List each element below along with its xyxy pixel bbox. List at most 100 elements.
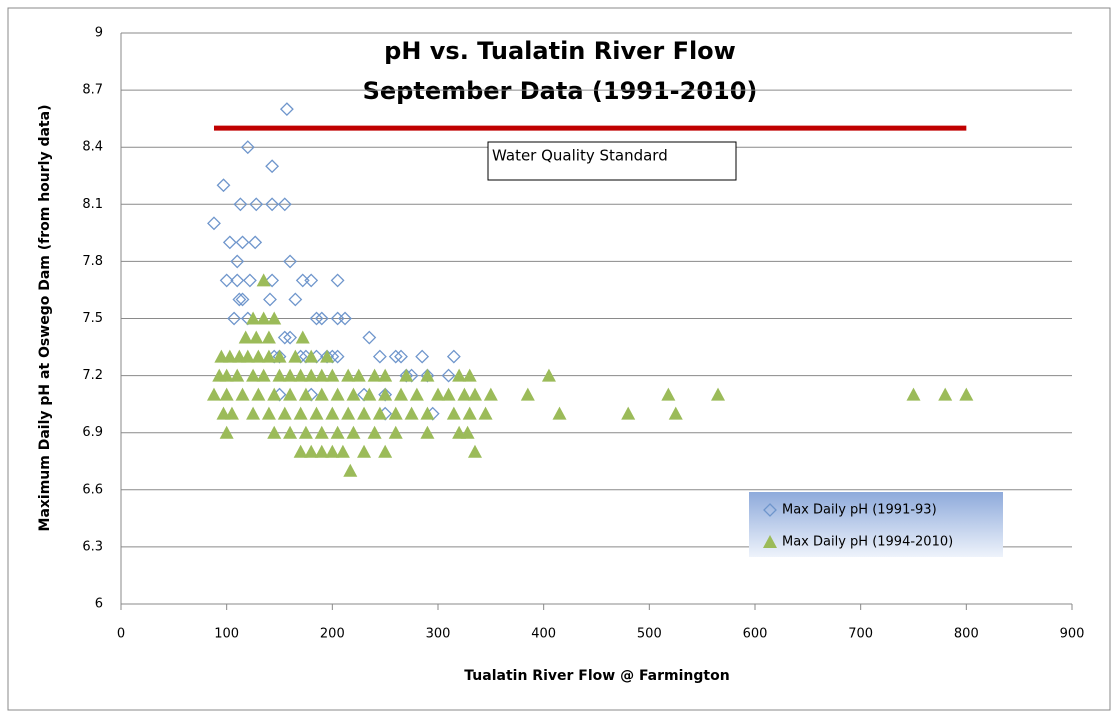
- point: [314, 368, 329, 382]
- point: [330, 273, 345, 288]
- point: [462, 368, 477, 382]
- point: [251, 349, 266, 363]
- point: [235, 235, 250, 250]
- point: [283, 368, 298, 382]
- point: [295, 330, 310, 344]
- point: [394, 387, 409, 401]
- point: [279, 102, 294, 117]
- point: [206, 387, 221, 401]
- point: [283, 425, 298, 439]
- legend-marker: [763, 503, 777, 517]
- point: [441, 387, 456, 401]
- point: [325, 368, 340, 382]
- point: [420, 425, 435, 439]
- legend-label: Max Daily pH (1991-93): [782, 503, 937, 518]
- point: [343, 463, 358, 477]
- point: [938, 387, 953, 401]
- y-tick-label: 6: [95, 597, 103, 612]
- point: [372, 406, 387, 420]
- point: [388, 406, 403, 420]
- point: [378, 387, 393, 401]
- point: [263, 292, 277, 307]
- point: [288, 292, 303, 307]
- point: [277, 197, 292, 212]
- point: [293, 444, 308, 458]
- point: [357, 406, 372, 420]
- point: [265, 197, 280, 212]
- x-tick-label: 800: [954, 627, 979, 642]
- point: [230, 254, 245, 269]
- point: [309, 311, 324, 326]
- point: [304, 273, 319, 288]
- point: [460, 425, 475, 439]
- point: [277, 406, 292, 420]
- legend: [749, 492, 1003, 557]
- point: [906, 387, 921, 401]
- point: [235, 387, 250, 401]
- point: [265, 159, 280, 174]
- point: [441, 368, 456, 383]
- point: [314, 444, 329, 458]
- x-tick-label: 400: [531, 627, 556, 642]
- point: [249, 197, 264, 212]
- y-tick-label: 6.9: [82, 425, 103, 440]
- point: [415, 349, 430, 364]
- y-tick-label: 7.8: [82, 254, 103, 269]
- point: [314, 387, 329, 401]
- point: [249, 330, 264, 344]
- point: [661, 387, 676, 401]
- x-tick-label: 700: [848, 627, 873, 642]
- point: [283, 387, 298, 401]
- x-tick-label: 300: [426, 627, 451, 642]
- point: [261, 330, 276, 344]
- y-tick-label: 6.6: [82, 482, 103, 497]
- point: [346, 425, 361, 439]
- point: [224, 406, 239, 420]
- chart-frame: [7, 7, 1111, 711]
- point: [711, 387, 726, 401]
- point: [320, 349, 335, 363]
- point: [341, 406, 356, 420]
- point: [309, 406, 324, 420]
- x-tick-label: 0: [117, 627, 125, 642]
- point: [267, 311, 282, 325]
- point: [304, 349, 319, 363]
- point: [267, 387, 282, 401]
- point: [420, 406, 435, 420]
- point: [240, 349, 255, 363]
- point: [304, 444, 319, 458]
- point: [378, 444, 393, 458]
- point: [230, 273, 245, 288]
- point: [467, 444, 482, 458]
- point: [295, 273, 310, 288]
- point: [298, 425, 313, 439]
- point: [216, 178, 231, 193]
- point: [668, 406, 683, 420]
- point: [207, 216, 221, 231]
- point: [372, 349, 387, 364]
- point: [261, 349, 276, 363]
- chart-subtitle: September Data (1991-2010): [363, 77, 758, 105]
- point: [256, 311, 271, 325]
- point: [404, 406, 419, 420]
- point: [219, 425, 234, 439]
- point: [338, 311, 352, 326]
- point: [409, 387, 424, 401]
- point: [256, 273, 271, 287]
- point: [261, 406, 276, 420]
- y-tick-label: 8.1: [82, 197, 103, 212]
- point: [246, 406, 261, 420]
- point: [246, 311, 261, 325]
- y-tick-label: 9: [95, 26, 103, 41]
- point: [388, 425, 403, 439]
- x-tick-label: 100: [214, 627, 239, 642]
- point: [242, 273, 257, 288]
- point: [298, 387, 313, 401]
- point: [520, 387, 535, 401]
- point: [325, 406, 340, 420]
- point: [248, 235, 263, 250]
- point: [325, 444, 340, 458]
- point: [222, 235, 237, 250]
- point: [251, 387, 266, 401]
